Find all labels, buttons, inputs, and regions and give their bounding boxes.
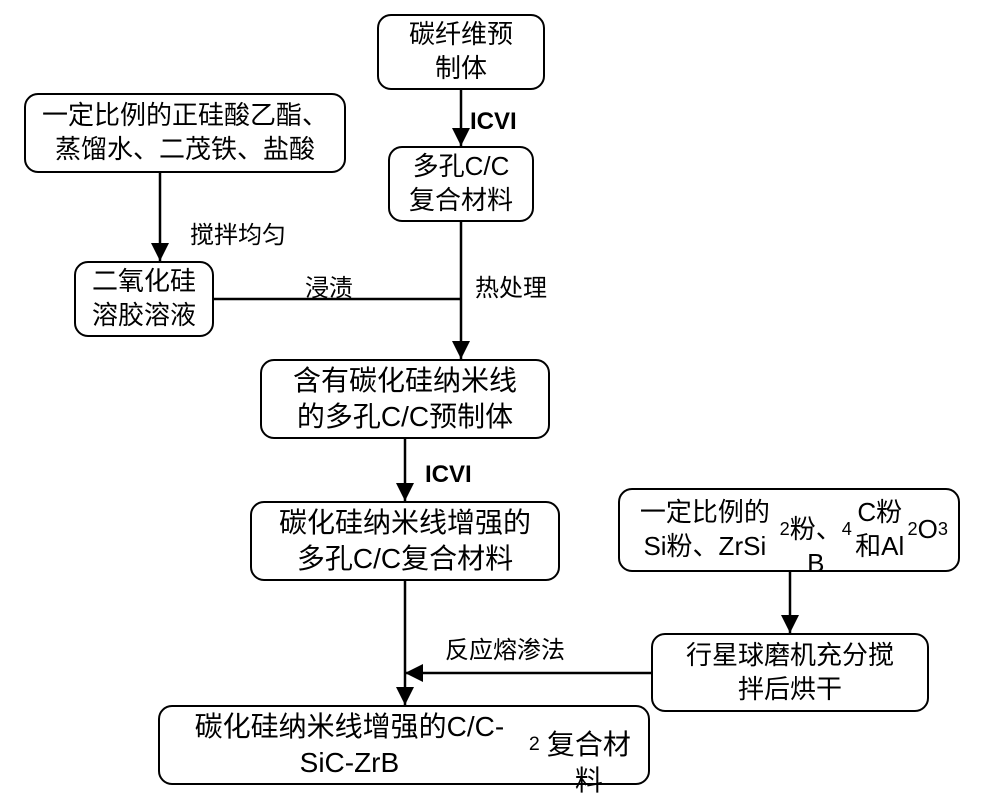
node-teos-mix: 一定比例的正硅酸乙酯、蒸馏水、二茂铁、盐酸 [24, 93, 346, 173]
node-si-powder-mix: 一定比例的Si粉、ZrSi2粉、B4C粉和Al2O3 [618, 488, 960, 572]
node-sic-nanowire-preform: 含有碳化硅纳米线的多孔C/C预制体 [260, 359, 550, 439]
edge-label-reactive-melt: 反应熔渗法 [445, 630, 565, 665]
node-silica-sol: 二氧化硅溶胶溶液 [74, 261, 214, 337]
node-ball-mill: 行星球磨机充分搅拌后烘干 [651, 633, 929, 712]
edge-label-impregnate: 浸渍 [305, 268, 353, 303]
edge-label-icvi-1: ICVI [470, 108, 517, 136]
edge-label-stir: 搅拌均匀 [190, 215, 286, 250]
node-carbon-fiber-preform: 碳纤维预制体 [377, 14, 545, 90]
edge-label-icvi-2: ICVI [425, 461, 472, 489]
node-sic-nanowire-composite: 碳化硅纳米线增强的多孔C/C复合材料 [250, 501, 560, 581]
node-final-composite: 碳化硅纳米线增强的C/C-SiC-ZrB2复合材料 [158, 705, 650, 785]
edge-label-heat: 热处理 [475, 268, 547, 303]
node-porous-cc: 多孔C/C复合材料 [388, 146, 534, 222]
